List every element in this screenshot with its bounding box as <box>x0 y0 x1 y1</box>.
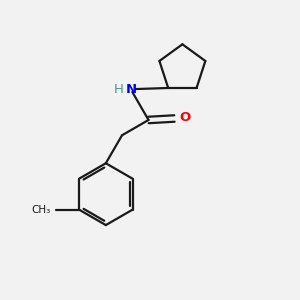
Text: N: N <box>125 82 136 95</box>
Text: CH₃: CH₃ <box>32 205 51 214</box>
Text: O: O <box>179 111 190 124</box>
Text: H: H <box>113 82 123 95</box>
